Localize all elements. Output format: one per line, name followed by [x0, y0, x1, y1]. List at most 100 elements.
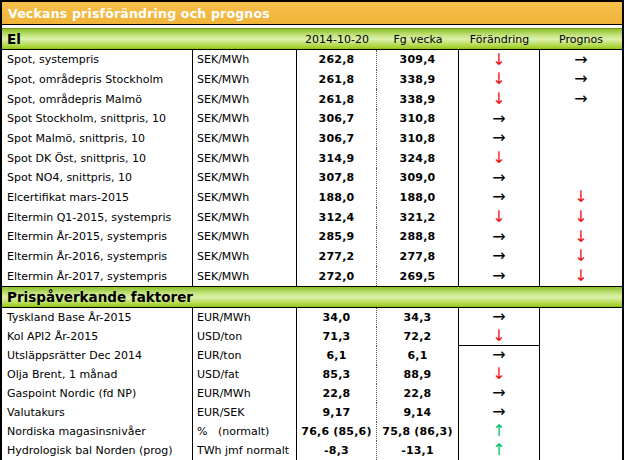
arrow-right-icon: → [574, 91, 587, 107]
arrow-right-icon: → [574, 71, 587, 87]
forecast-arrow-cell: ↓ [540, 247, 622, 267]
unit-cell: SEK/MWh [193, 207, 297, 227]
unit-cell: EUR/MWh [193, 384, 297, 403]
forecast-arrow-cell [540, 384, 622, 403]
arrow-down-icon: ↓ [492, 71, 505, 87]
row-label: Hydrologisk bal Norden (prog) [2, 441, 193, 460]
arrow-down-icon: ↓ [492, 366, 505, 382]
price-report-table: Veckans prisförändring och prognos El 20… [0, 0, 624, 460]
current-value: 314,9 [297, 148, 377, 168]
unit-cell: EUR/ton [193, 346, 297, 365]
forecast-arrow-cell [540, 365, 622, 384]
current-value: 307,8 [297, 168, 377, 188]
forecast-arrow-cell [540, 403, 622, 422]
previous-value: 338,9 [377, 70, 459, 90]
current-value: 85,3 [297, 365, 377, 384]
current-value: 261,8 [297, 70, 377, 90]
previous-value: 309,4 [377, 50, 459, 70]
unit-cell: % (normalt) [193, 422, 297, 441]
row-label: Elcertifikat mars-2015 [2, 188, 193, 208]
column-header-prev-week: Fg vecka [377, 33, 459, 46]
previous-value: 269,5 [377, 266, 459, 286]
previous-value: 88,9 [377, 365, 459, 384]
arrow-down-icon: ↓ [492, 150, 505, 166]
forecast-arrow-cell [540, 148, 622, 168]
previous-value: 6,1 [377, 346, 459, 365]
arrow-down-icon: ↓ [492, 52, 505, 68]
current-value: 306,7 [297, 129, 377, 149]
row-label: Kol API2 År-2015 [2, 327, 193, 346]
row-label: Olja Brent, 1 månad [2, 365, 193, 384]
unit-cell: SEK/MWh [193, 148, 297, 168]
change-arrow-cell: ↓ [459, 327, 540, 346]
unit-cell: SEK/MWh [193, 89, 297, 109]
previous-value: 34,3 [377, 308, 459, 327]
current-value: 34,0 [297, 308, 377, 327]
current-value: 188,0 [297, 188, 377, 208]
previous-value: 309,0 [377, 168, 459, 188]
row-label: Spot Stockholm, snittpris, 10 [2, 109, 193, 129]
arrow-down-icon: ↓ [574, 248, 587, 264]
section-title-el: El [2, 31, 297, 47]
change-arrow-cell: → [459, 266, 540, 286]
factors-rows: Tyskland Base År-2015 EUR/MWh 34,034,3 → Kol… [2, 308, 622, 460]
previous-value: 310,8 [377, 129, 459, 149]
previous-value: 277,8 [377, 247, 459, 267]
current-value: 285,9 [297, 227, 377, 247]
unit-cell: SEK/MWh [193, 109, 297, 129]
previous-value: 338,9 [377, 89, 459, 109]
report-title-bar: Veckans prisförändring och prognos [2, 2, 622, 25]
current-value: 9,17 [297, 403, 377, 422]
arrow-down-icon: ↓ [574, 209, 587, 225]
previous-value: 321,2 [377, 207, 459, 227]
forecast-arrow-cell [540, 441, 622, 460]
unit-cell: SEK/MWh [193, 129, 297, 149]
forecast-arrow-cell: ↓ [540, 227, 622, 247]
row-label: Nordiska magasinsnivåer [2, 422, 193, 441]
arrow-right-icon: → [492, 170, 505, 186]
row-label: Eltermin År-2015, systempris [2, 227, 193, 247]
change-arrow-cell: ↑ [459, 441, 540, 460]
change-arrow-cell: ↑ [459, 422, 540, 441]
current-value: 306,7 [297, 109, 377, 129]
current-value: 76,6 (85,6) [297, 422, 377, 441]
arrow-down-icon: ↓ [574, 229, 587, 245]
row-label: Eltermin År-2016, systempris [2, 247, 193, 267]
change-arrow-cell: ↓ [459, 148, 540, 168]
change-arrow-cell: → [459, 168, 540, 188]
row-label: Spot DK Öst, snittpris, 10 [2, 148, 193, 168]
arrow-down-icon: ↓ [574, 189, 587, 205]
column-header-change: Förändring [459, 33, 540, 46]
previous-value: 72,2 [377, 327, 459, 346]
column-header-date: 2014-10-20 [297, 33, 377, 46]
row-label: Tyskland Base År-2015 [2, 308, 193, 327]
change-arrow-cell: → [459, 227, 540, 247]
forecast-arrow-cell [540, 109, 622, 129]
unit-cell: SEK/MWh [193, 247, 297, 267]
arrow-up-icon: ↑ [492, 442, 505, 458]
arrow-right-icon: → [492, 309, 505, 325]
arrow-down-icon: ↓ [492, 91, 505, 107]
unit-cell: SEK/MWh [193, 266, 297, 286]
row-label: Spot, områdepris Malmö [2, 89, 193, 109]
forecast-arrow-cell: ↓ [540, 266, 622, 286]
row-label: Gaspoint Nordic (fd NP) [2, 384, 193, 403]
change-arrow-cell: → [459, 384, 540, 403]
arrow-down-icon: ↓ [492, 328, 505, 344]
previous-value: -13,1 [377, 441, 459, 460]
previous-value: 324,8 [377, 148, 459, 168]
current-value: 261,8 [297, 89, 377, 109]
change-arrow-cell: → [459, 188, 540, 208]
unit-cell: USD/fat [193, 365, 297, 384]
arrow-right-icon: → [492, 229, 505, 245]
previous-value: 75,8 (86,3) [377, 422, 459, 441]
row-label: Spot Malmö, snittpris, 10 [2, 129, 193, 149]
unit-cell: SEK/MWh [193, 227, 297, 247]
arrow-right-icon: → [492, 347, 505, 363]
arrow-right-icon: → [492, 385, 505, 401]
arrow-down-icon: ↓ [492, 209, 505, 225]
change-arrow-cell: ↓ [459, 50, 540, 70]
section-title-factors: Prispåverkande faktorer [2, 289, 297, 305]
current-value: 22,8 [297, 384, 377, 403]
arrow-right-icon: → [492, 189, 505, 205]
